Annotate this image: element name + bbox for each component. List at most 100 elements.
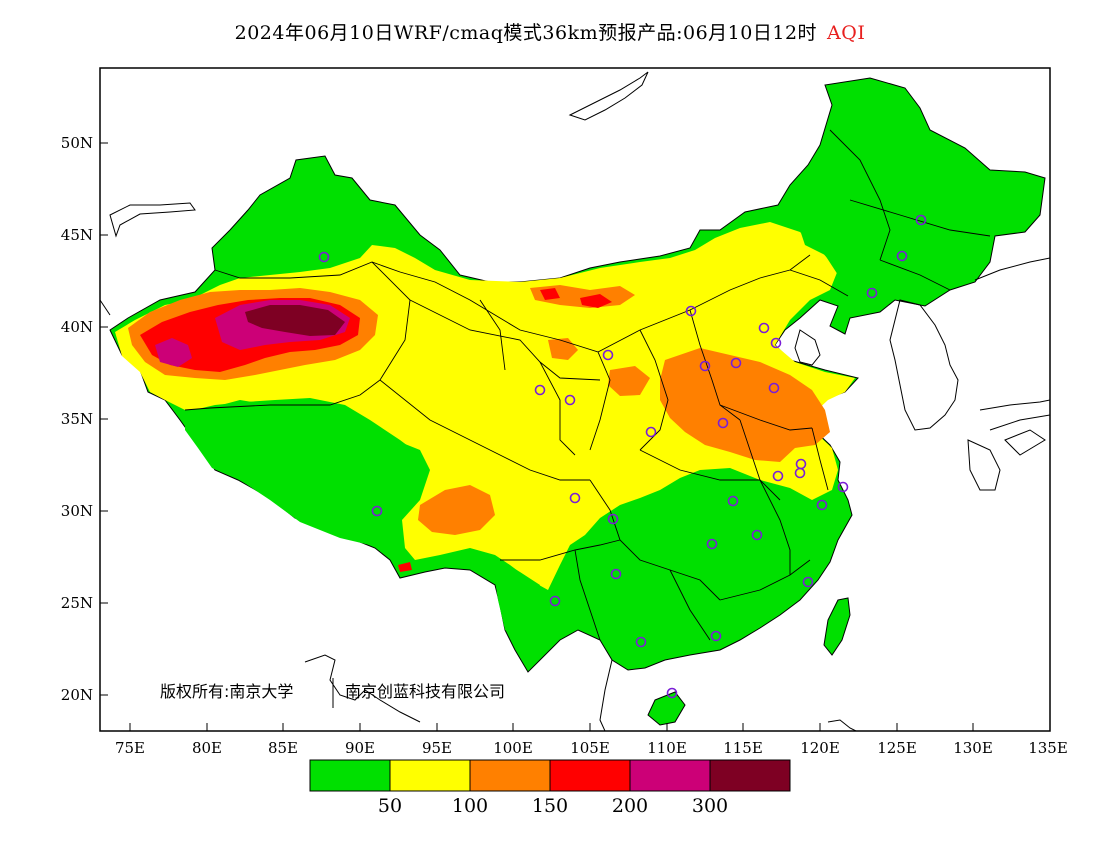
hainan-island (647, 691, 686, 726)
legend-swatch-hazardous (709, 759, 791, 792)
map-frame (99, 67, 1051, 732)
lat-label: 25N (61, 594, 93, 612)
station-marker (795, 458, 807, 470)
station-marker (685, 305, 697, 317)
aqi-hazardous-taklimakan (245, 305, 345, 336)
aqi-unhealthy-inner-mongolia (540, 288, 612, 308)
lon-ticks (129, 723, 1051, 731)
station-marker (699, 360, 711, 372)
lat-label: 45N (61, 226, 93, 244)
aqi-usg-north-china (660, 348, 830, 462)
title-product: AQI (827, 22, 866, 44)
province-boundaries (184, 129, 991, 641)
lake-baikal-outline (568, 71, 649, 121)
station-marker (706, 538, 718, 550)
kazakh-border (100, 299, 111, 316)
legend-label: 50 (378, 795, 402, 817)
station-marker (666, 687, 678, 699)
balkhash-outline (109, 202, 196, 238)
station-marker (610, 568, 622, 580)
station-marker (569, 492, 581, 504)
lon-label: 120E (800, 739, 840, 757)
station-marker (772, 470, 784, 482)
aqi-good-north-patch (270, 218, 320, 248)
bohai-coast (794, 329, 821, 366)
lat-labels: 50N 45N 40N 35N 30N 25N 20N (61, 134, 93, 704)
lat-ticks (100, 142, 108, 696)
station-marker (837, 481, 849, 493)
lat-label: 40N (61, 318, 93, 336)
japan-coast (967, 257, 1050, 491)
map-title: 2024年06月10日WRF/cmaq模式36km预报产品:06月10日12时 A… (0, 18, 1100, 45)
lon-labels: 75E 80E 85E 90E 95E 100E 105E 110E 115E … (115, 739, 1068, 757)
aqi-good-southwest (495, 560, 540, 640)
lon-label: 100E (493, 739, 533, 757)
station-marker (602, 349, 614, 361)
station-marker (710, 630, 722, 642)
legend-label: 300 (692, 795, 728, 817)
station-marker (751, 529, 763, 541)
lat-label: 20N (61, 686, 93, 704)
lon-label: 105E (570, 739, 610, 757)
lon-label: 80E (192, 739, 222, 757)
station-marker (768, 382, 780, 394)
vietnam-coast (599, 659, 613, 731)
legend-label: 150 (532, 795, 568, 817)
station-marker (866, 287, 878, 299)
map-layers (100, 71, 1050, 731)
station-marker (564, 394, 576, 406)
station-marker (371, 505, 383, 517)
station-marker (770, 337, 782, 349)
lon-label: 130E (953, 739, 993, 757)
legend-swatch-unhealthy (549, 759, 631, 792)
station-marker (534, 384, 546, 396)
station-markers (318, 214, 927, 699)
lon-label: 90E (345, 739, 375, 757)
lon-label: 135E (1028, 739, 1068, 757)
aqi-usg-shanxi-patch (608, 366, 650, 396)
south-china-sea-fragment (304, 654, 421, 723)
lon-label: 115E (723, 739, 763, 757)
station-marker (717, 417, 729, 429)
station-marker (802, 576, 814, 588)
lon-label: 95E (422, 739, 452, 757)
lon-label: 75E (115, 739, 145, 757)
legend-swatch-good (309, 759, 391, 792)
station-marker (816, 499, 828, 511)
lat-label: 30N (61, 502, 93, 520)
legend-swatch-usg (469, 759, 551, 792)
taiwan-island (823, 597, 851, 656)
station-marker (607, 513, 619, 525)
station-marker (549, 595, 561, 607)
lat-label: 50N (61, 134, 93, 152)
station-marker (730, 357, 742, 369)
legend-label: 200 (612, 795, 648, 817)
lat-label: 35N (61, 410, 93, 428)
title-text: 2024年06月10日WRF/cmaq模式36km预报产品:06月10日12时 (234, 22, 818, 44)
lon-label: 110E (647, 739, 687, 757)
philippines-coast (827, 719, 857, 731)
aqi-usg-sichuan-patch (418, 485, 495, 535)
neighbor-coastlines (100, 71, 1050, 731)
aqi-good-northeast (800, 230, 880, 300)
station-marker (727, 495, 739, 507)
copyright-owner: 版权所有:南京大学 (160, 682, 293, 701)
station-marker (645, 426, 657, 438)
station-marker (896, 250, 908, 262)
station-marker (318, 251, 330, 263)
aqi-unhealthy-south-tibet (398, 562, 412, 572)
legend-label: 100 (452, 795, 488, 817)
aqi-good-tibet (185, 398, 425, 545)
legend-swatch-moderate (389, 759, 471, 792)
copyright-partner: 南京创蓝科技有限公司 (345, 682, 505, 701)
station-marker (635, 636, 647, 648)
station-marker (915, 214, 927, 226)
lon-label: 85E (268, 739, 298, 757)
aqi-legend: 50 100 150 200 300 (309, 759, 791, 817)
lon-label: 125E (877, 739, 917, 757)
aqi-very-unhealthy-west (155, 338, 192, 367)
station-marker (758, 322, 770, 334)
korea-coast (889, 299, 959, 431)
legend-swatch-very-unhealthy (629, 759, 711, 792)
